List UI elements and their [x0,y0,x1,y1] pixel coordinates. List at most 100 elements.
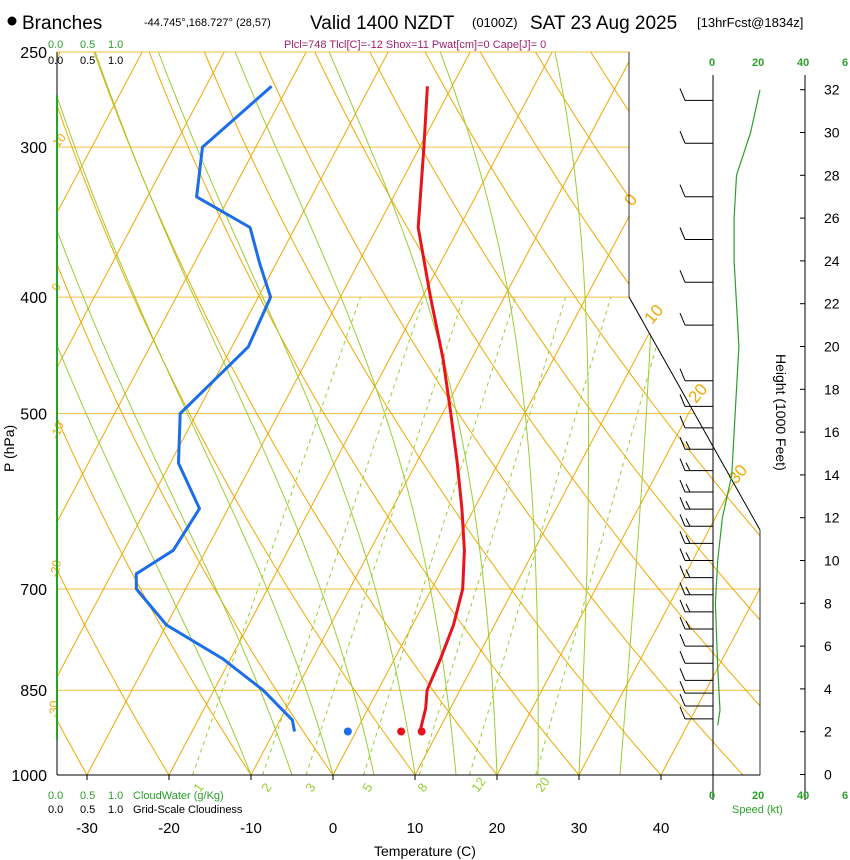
mixing-ratio-label-2: 2 [258,780,274,795]
dry-adiabat-30 [140,52,580,775]
wind-speed-line [714,89,761,726]
temp-tick--20: -20 [158,820,180,837]
wind-barb-19 [679,368,713,382]
height-tick-32: 32 [824,82,840,98]
mixing-ratio-line-12 [468,296,612,775]
isotherm-20 [496,52,760,775]
moist-adiabat-20 [328,52,498,775]
height-tick-12: 12 [824,510,840,526]
temp-tick--30: -30 [76,820,98,837]
wind-barb-5 [679,633,713,647]
wind-barb-22 [679,227,713,240]
dry-adiabat-20 [86,52,498,775]
cloudiness-tick-bottom-1: 0.5 [80,804,95,816]
isotherm-40 [660,52,760,775]
cloudiness-label: Grid-Scale Cloudiness [133,804,243,816]
wind-barb-7 [679,599,713,613]
moist-adiabat-30 [554,52,590,775]
wind-barb-10 [679,548,713,561]
cloudwater-tick-bottom-1: 0.5 [80,790,95,802]
dry-adiabat-70 [358,52,760,775]
height-tick-2: 2 [824,724,832,740]
mixing-ratio-label-3: 3 [302,780,318,795]
cloudiness-tick-top-0: 0.0 [48,55,63,67]
wind-barb-2 [679,680,713,694]
isotherm-10 [414,52,760,775]
height-tick-0: 0 [824,767,832,783]
isotherm--30 [86,52,482,775]
wind-barb-14 [679,479,713,493]
height-tick-22: 22 [824,296,840,312]
wind-barb-1 [679,693,713,707]
dry-adiabat-140 [740,52,760,775]
surface-parcel-marker [417,727,426,736]
isotherm-label-6: 10 [641,301,668,328]
sounding-traces [134,85,466,736]
wind-barb-12 [679,514,713,527]
pressure-tick-300: 300 [20,140,47,157]
wind-barb-24 [679,131,713,144]
location-coords: -44.745°,168.727° (28,57) [144,17,271,29]
pressure-tick-1000: 1000 [11,768,47,785]
wind-barb-8 [679,582,713,596]
speed-tick-top-1: 20 [752,57,764,69]
pressure-tick-700: 700 [20,582,47,599]
temp-tick-0: 0 [329,820,337,837]
location-dot-icon [7,16,17,26]
isotherm--20 [168,52,564,775]
mixing-ratio-label-8: 8 [414,780,430,795]
isotherm--40 [57,52,400,775]
speed-tick-bottom-3: 6 [842,790,848,802]
wind-barb-17 [679,415,713,429]
height-tick-20: 20 [824,339,840,355]
plot-frame [56,52,761,776]
wind-barb-21 [679,270,713,283]
temp-tick-20: 20 [489,820,506,837]
dry-adiabat-120 [631,52,760,775]
moist-adiabat-10 [157,52,416,775]
height-tick-8: 8 [824,595,832,611]
cloudwater-tick-top-2: 1.0 [108,39,123,51]
wind-barb-6 [679,616,713,630]
mixing-ratio-label-12: 12 [468,774,489,794]
mixing-ratio-grid [192,296,671,775]
isotherm-label-4: -30 [47,700,61,718]
cloudwater-tick-bottom-2: 1.0 [108,790,123,802]
cloudwater-tick-bottom-0: 0.0 [48,790,63,802]
isotherm-label-5: 0 [621,190,642,209]
height-tick-4: 4 [824,681,832,697]
height-tick-6: 6 [824,638,832,654]
mixing-ratio-line-3 [305,296,464,775]
height-tick-16: 16 [824,424,840,440]
wind-barb-15 [679,458,713,472]
cloud-scales: 0.0 0.5 1.0 0.0 0.5 1.0 0.0 0.5 1.0 Clou… [48,39,243,816]
wind-barb-20 [679,312,713,326]
location-name: Branches [22,13,102,34]
cloudwater-tick-top-0: 0.0 [48,39,63,51]
dewpoint-line [134,85,296,732]
cloudwater-label: CloudWater (g/Kg) [133,790,224,802]
dry-adiabat-40 [195,52,662,775]
speed-tick-bottom-1: 20 [752,790,764,802]
surface-temperature-marker [397,727,406,736]
temp-tick-30: 30 [571,820,588,837]
cloudiness-tick-bottom-0: 0.0 [48,804,63,816]
isobar-grid [57,51,760,776]
moist-adiabat-grid [57,52,657,775]
y-axis-label: P (hPa) [1,425,17,472]
dry-adiabat--20 [57,52,170,775]
height-axis-label: Height (1000 Feet) [773,354,789,471]
dry-adiabat-90 [467,52,760,775]
dry-adiabat-80 [413,52,760,775]
mixing-ratio-line-5 [363,296,516,775]
wind-barb-25 [679,88,713,101]
height-tick-28: 28 [824,167,840,183]
moist-adiabat--5 [57,52,293,775]
moist-adiabat-5 [94,52,375,775]
wind-panel [679,75,806,800]
wind-barb-3 [679,668,713,681]
isotherm--60 [57,52,236,775]
wind-barb-11 [679,531,713,544]
moist-adiabat-25 [439,52,539,775]
